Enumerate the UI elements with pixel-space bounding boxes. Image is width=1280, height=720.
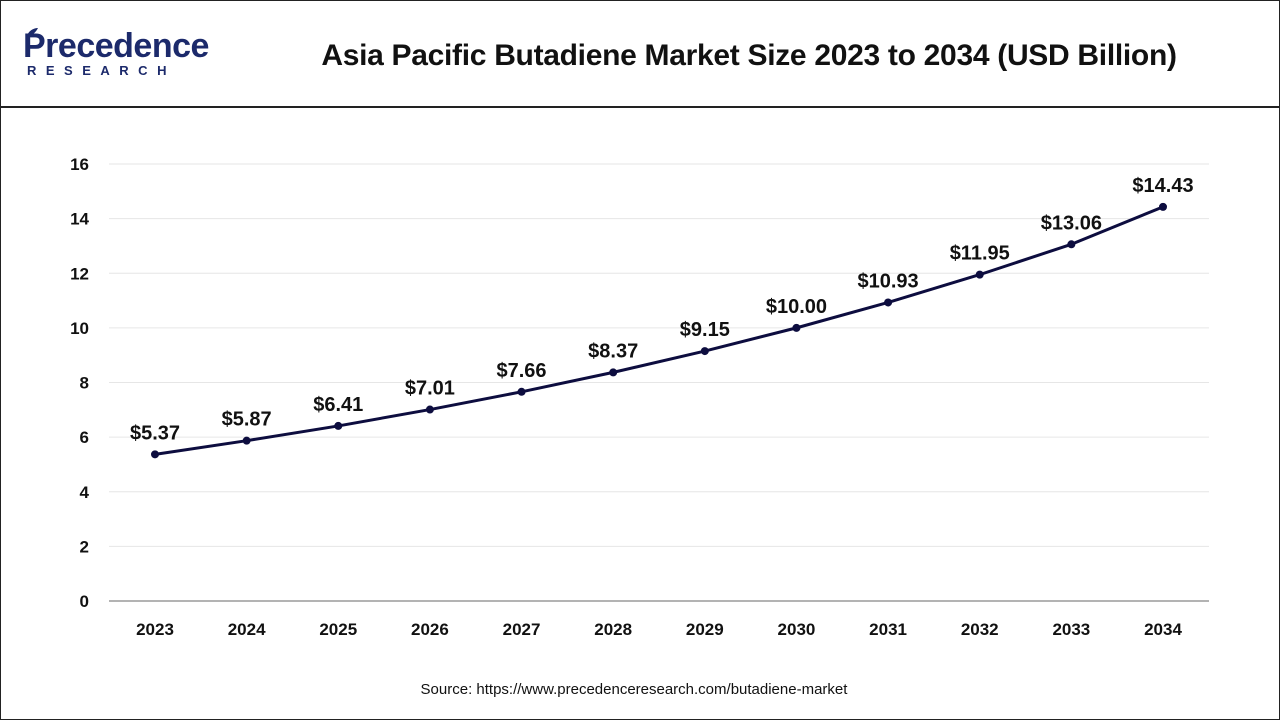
data-points xyxy=(151,202,1167,459)
y-tick-label: 14 xyxy=(70,210,89,229)
brand-logo: Precedence RESEARCH xyxy=(23,27,223,85)
data-point xyxy=(1067,240,1076,249)
x-tick-label: 2032 xyxy=(961,620,999,639)
x-tick-label: 2026 xyxy=(411,620,449,639)
data-point xyxy=(884,298,893,307)
y-tick-label: 8 xyxy=(80,374,89,393)
y-tick-label: 4 xyxy=(80,483,90,502)
x-axis-ticks: 2023 2024 2025 2026 2027 2028 2029 2030 2031 2032… xyxy=(136,620,1182,639)
x-tick-label: 2029 xyxy=(686,620,724,639)
y-tick-label: 10 xyxy=(70,319,89,338)
x-tick-label: 2031 xyxy=(869,620,907,639)
data-point xyxy=(975,270,984,279)
data-label: $5.87 xyxy=(222,409,272,431)
data-label: $13.06 xyxy=(1041,212,1102,234)
x-tick-label: 2027 xyxy=(503,620,541,639)
data-point xyxy=(517,387,526,396)
data-label: $5.37 xyxy=(130,422,180,444)
data-point xyxy=(151,450,159,459)
data-point xyxy=(609,368,618,377)
data-label: $9.15 xyxy=(680,319,730,341)
data-label: $6.41 xyxy=(313,394,363,416)
chart-title: Asia Pacific Butadiene Market Size 2023 … xyxy=(321,39,1177,72)
y-tick-label: 0 xyxy=(80,592,89,611)
x-tick-label: 2028 xyxy=(594,620,632,639)
data-label: $14.43 xyxy=(1132,175,1193,197)
data-label: $10.93 xyxy=(858,270,919,292)
data-point xyxy=(242,436,251,445)
data-point xyxy=(700,347,709,356)
y-tick-label: 12 xyxy=(70,264,89,283)
data-point xyxy=(1159,202,1167,211)
x-tick-label: 2023 xyxy=(136,620,174,639)
data-label: $7.01 xyxy=(405,378,455,400)
y-tick-label: 16 xyxy=(70,155,89,174)
header: Precedence RESEARCH Asia Pacific Butadie… xyxy=(1,1,1279,108)
x-tick-label: 2034 xyxy=(1144,620,1182,639)
x-tick-label: 2030 xyxy=(778,620,816,639)
data-point xyxy=(334,421,343,430)
data-label: $8.37 xyxy=(588,340,638,362)
data-labels: $5.37 $5.87 $6.41 $7.01 $7.66 $8.37 $9.15 $10.0… xyxy=(130,175,1194,444)
logo-wordmark: Precedence xyxy=(23,27,209,65)
source-note: Source: https://www.precedenceresearch.c… xyxy=(420,681,848,698)
x-tick-label: 2025 xyxy=(319,620,357,639)
x-tick-label: 2033 xyxy=(1052,620,1090,639)
series-line xyxy=(154,205,1164,456)
data-point xyxy=(425,405,434,414)
leaf-icon xyxy=(26,28,38,38)
y-tick-label: 6 xyxy=(80,428,89,447)
data-label: $7.66 xyxy=(497,360,547,382)
data-label: $11.95 xyxy=(950,243,1010,265)
y-axis-ticks: 0 2 4 6 8 10 12 14 16 xyxy=(70,155,89,611)
x-tick-label: 2024 xyxy=(228,620,266,639)
grid-lines xyxy=(109,163,1209,547)
data-label: $10.00 xyxy=(766,296,827,318)
data-point xyxy=(792,323,801,332)
logo-subtitle: RESEARCH xyxy=(27,63,176,78)
y-tick-label: 2 xyxy=(80,537,89,556)
